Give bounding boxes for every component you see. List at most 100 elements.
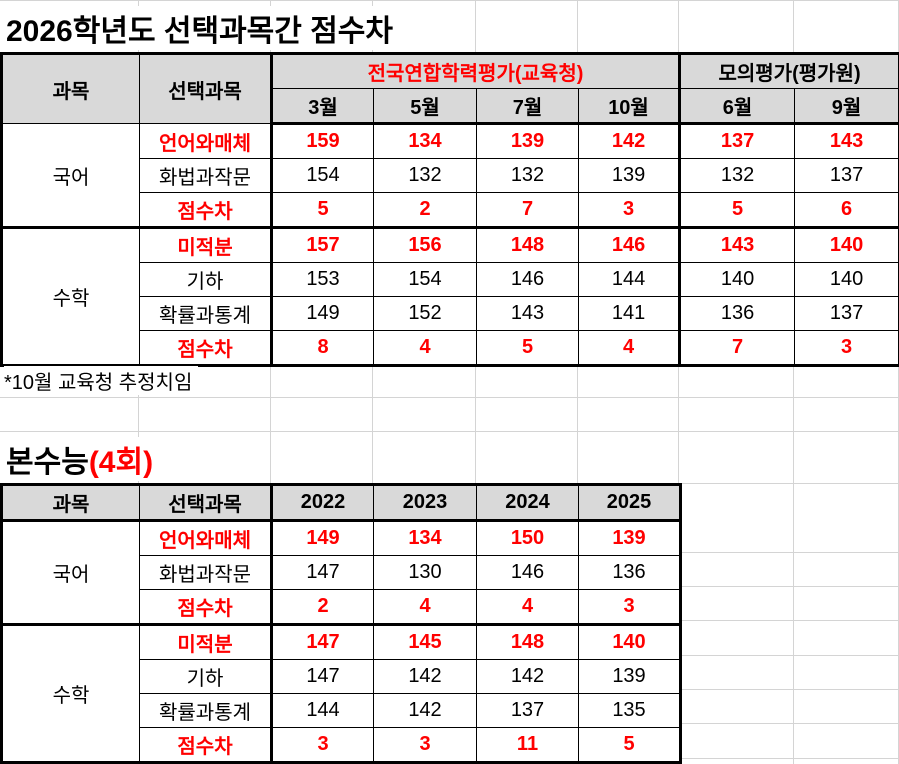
score-cell: 144 [270,693,374,728]
score-cell: 141 [577,296,681,331]
score-cell: 152 [373,296,477,331]
score-cell: 142 [373,693,477,728]
elective-name: 화법과작문 [139,555,272,590]
score-cell: 146 [476,555,579,590]
subject-korean: 국어 [0,123,140,229]
score-cell: 149 [270,520,374,556]
header-month: 6월 [678,88,796,125]
header-year: 2024 [476,483,579,522]
score-cell: 132 [678,158,796,193]
elective-name: 점수차 [139,192,272,229]
score-cell: 147 [270,624,374,660]
score-cell: 149 [270,296,374,331]
score-diff-cell: 3 [373,727,477,764]
score-diff-cell: 3 [794,330,899,367]
elective-name: 점수차 [139,727,272,764]
score-cell: 134 [373,520,477,556]
score-cell: 154 [270,158,374,193]
score-cell: 139 [577,158,681,193]
elective-name: 화법과작문 [139,158,272,193]
score-diff-cell: 3 [577,192,681,229]
table-row-diff: 점수차 5 2 7 3 5 6 [2,192,899,229]
header-month: 7월 [476,88,579,125]
score-cell: 140 [794,227,899,263]
header-year: 2025 [578,483,682,522]
score-cell: 142 [577,123,681,159]
score-diff-cell: 8 [270,330,374,367]
page-title: 2026학년도 선택과목간 점수차 [6,6,398,50]
score-cell: 154 [373,262,477,297]
table-row: 확률과통계 144 142 137 135 [2,693,682,728]
score-diff-cell: 6 [794,192,899,229]
score-diff-cell: 2 [373,192,477,229]
header-month: 3월 [270,88,374,125]
subject-math: 수학 [0,227,140,367]
table-row: 확률과통계 149 152 143 141 136 137 [2,296,899,331]
score-cell: 140 [578,624,682,660]
header-year: 2023 [373,483,477,522]
score-cell: 137 [794,296,899,331]
score-diff-cell: 3 [578,589,682,626]
elective-name: 기하 [139,659,272,694]
score-cell: 148 [476,227,579,263]
header-subject: 과목 [0,483,140,522]
score-cell: 143 [476,296,579,331]
score-cell: 135 [578,693,682,728]
score-diff-cell: 3 [270,727,374,764]
score-cell: 140 [678,262,796,297]
score-diff-cell: 11 [476,727,579,764]
subject-korean: 국어 [0,520,140,626]
score-diff-cell: 5 [578,727,682,764]
score-diff-cell: 7 [678,330,796,367]
elective-name: 확률과통계 [139,693,272,728]
section-title-csat: 본수능(4회) [6,437,158,481]
header-month: 10월 [577,88,681,125]
table-row: 화법과작문 154 132 132 139 132 137 [2,158,899,193]
elective-name: 미적분 [139,624,272,660]
elective-name: 언어와매체 [139,123,272,159]
elective-name: 미적분 [139,227,272,263]
header-elective: 선택과목 [139,52,272,124]
header-national-assessment: 전국연합학력평가(교육청) [269,52,681,89]
score-cell: 146 [476,262,579,297]
table-row-diff: 점수차 3 3 11 5 [2,727,682,764]
score-cell: 142 [476,659,579,694]
score-cell: 159 [270,123,374,159]
score-cell: 146 [577,227,681,263]
score-cell: 137 [794,158,899,193]
table-row: 수학 미적분 147 145 148 140 [0,624,682,764]
score-diff-cell: 4 [373,330,477,367]
score-cell: 136 [678,296,796,331]
elective-name: 기하 [139,262,272,297]
table-row: 국어 언어와매체 149 134 150 139 [0,520,682,626]
section-title-main: 본수능 [6,446,89,479]
header-year: 2022 [270,483,374,522]
score-cell: 143 [794,123,899,159]
score-cell: 147 [270,659,374,694]
score-cell: 156 [373,227,477,263]
mock-exam-score-table: 과목 선택과목 전국연합학력평가(교육청) 모의평가(평가원) 3월 5월 7월… [0,52,899,367]
header-mock-exam: 모의평가(평가원) [678,52,899,89]
elective-name: 확률과통계 [139,296,272,331]
header-elective: 선택과목 [139,483,272,522]
csat-score-table: 과목 선택과목 2022 2023 2024 2025 국어 언어와매체 149… [0,483,682,764]
header-month: 5월 [373,88,477,125]
score-cell: 136 [578,555,682,590]
score-diff-cell: 5 [270,192,374,229]
score-cell: 139 [578,659,682,694]
header-month: 9월 [794,88,899,125]
score-cell: 142 [373,659,477,694]
score-cell: 137 [476,693,579,728]
header-subject: 과목 [0,52,140,124]
section-title-accent: (4회) [88,446,154,479]
score-cell: 148 [476,624,579,660]
score-diff-cell: 7 [476,192,579,229]
table-row-diff: 점수차 2 4 4 3 [2,589,682,626]
score-cell: 130 [373,555,477,590]
score-diff-cell: 5 [678,192,796,229]
score-cell: 139 [476,123,579,159]
elective-name: 점수차 [139,330,272,367]
footnote: *10월 교육청 추정치임 [4,366,199,395]
score-diff-cell: 4 [476,589,579,626]
score-cell: 132 [373,158,477,193]
